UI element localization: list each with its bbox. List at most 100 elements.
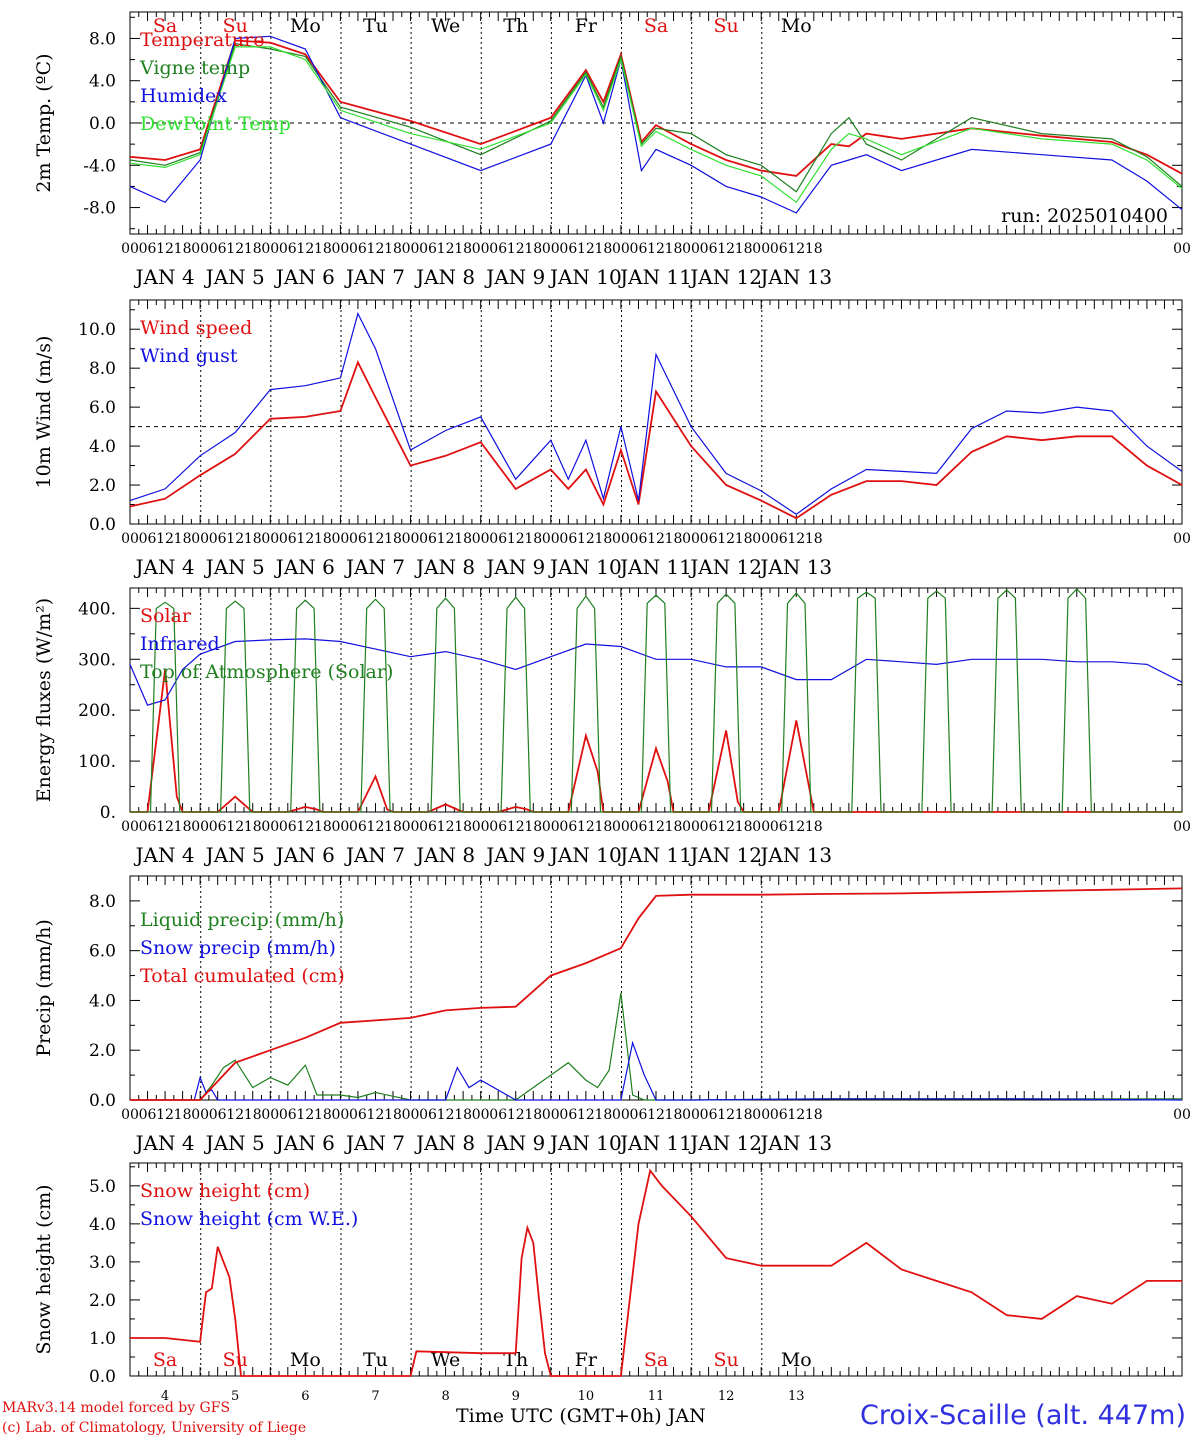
date-label: JAN 9 xyxy=(484,1131,545,1155)
date-label: JAN 9 xyxy=(484,265,545,289)
y-tick-label: 200. xyxy=(78,701,116,721)
hour-label: 00 xyxy=(121,531,139,547)
hour-label: 06 xyxy=(700,531,718,547)
y-tick-label: 8.0 xyxy=(89,29,116,49)
hour-label: 00 xyxy=(261,531,279,547)
hour-label: 00 xyxy=(1173,241,1191,257)
day-number-label: 9 xyxy=(512,1389,520,1404)
day-number-label: 7 xyxy=(371,1389,379,1404)
hour-label: 00 xyxy=(682,241,700,257)
date-label: JAN 12 xyxy=(688,1131,762,1155)
date-label: JAN 8 xyxy=(414,843,475,867)
hour-label: 00 xyxy=(752,241,770,257)
hour-label: 12 xyxy=(367,819,385,835)
date-label: JAN 12 xyxy=(688,265,762,289)
series-line xyxy=(129,311,1183,516)
y-tick-label: 6.0 xyxy=(89,398,116,418)
hour-label: 06 xyxy=(770,241,788,257)
hour-label: 12 xyxy=(507,241,525,257)
panel-5: 0.0 1.0 2.0 3.0 4.0 5.0 Snow height (cm) 4 5 6 7 8 9… xyxy=(33,1162,1183,1404)
legend-entry: Infrared xyxy=(140,633,220,655)
hour-label: 00 xyxy=(121,819,139,835)
date-label: JAN 5 xyxy=(204,1131,265,1155)
date-label: JAN 8 xyxy=(414,1131,475,1155)
hour-label: 12 xyxy=(787,1107,805,1123)
hour-label: 06 xyxy=(209,819,227,835)
date-label: JAN 6 xyxy=(274,1131,335,1155)
hour-label: 18 xyxy=(524,819,542,835)
y-axis-label: 2m Temp. (ºC) xyxy=(33,53,55,192)
hour-label: 12 xyxy=(437,241,455,257)
date-label: JAN 7 xyxy=(344,1131,405,1155)
hour-label: 12 xyxy=(647,531,665,547)
hour-label: 06 xyxy=(139,531,157,547)
hour-label: 12 xyxy=(717,241,735,257)
weekday-label: Sa xyxy=(153,15,177,37)
hour-label: 12 xyxy=(367,531,385,547)
day-number-label: 12 xyxy=(718,1389,735,1404)
hour-label: 18 xyxy=(665,1107,683,1123)
y-tick-label: 4.0 xyxy=(89,991,116,1011)
legend-entry: Liquid precip (mm/h) xyxy=(140,909,344,931)
hour-label: 06 xyxy=(770,819,788,835)
hour-label: 06 xyxy=(139,819,157,835)
hour-label: 00 xyxy=(682,1107,700,1123)
hour-label: 18 xyxy=(384,531,402,547)
series-line xyxy=(130,992,1182,1101)
y-tick-label: 10.0 xyxy=(78,320,116,340)
hour-label: 00 xyxy=(1173,1107,1191,1123)
hour-label: 18 xyxy=(244,241,262,257)
hour-label: 18 xyxy=(244,531,262,547)
hour-label: 06 xyxy=(349,241,367,257)
series-line xyxy=(130,1168,1182,1377)
y-tick-label: 8.0 xyxy=(89,359,116,379)
date-label: JAN 10 xyxy=(548,843,622,867)
hour-label: 12 xyxy=(577,531,595,547)
hour-label: 18 xyxy=(454,819,472,835)
y-tick-label: 0.0 xyxy=(89,515,116,535)
hour-label: 00 xyxy=(752,1107,770,1123)
hour-label: 18 xyxy=(174,531,192,547)
hour-label: 00 xyxy=(612,819,630,835)
hour-label: 18 xyxy=(665,531,683,547)
legend-entry: DewPoint Temp xyxy=(140,113,291,135)
hour-label: 00 xyxy=(191,241,209,257)
date-label: JAN 9 xyxy=(484,555,545,579)
date-label: JAN 13 xyxy=(758,1131,832,1155)
hour-label: 00 xyxy=(752,819,770,835)
y-tick-label: 0. xyxy=(100,803,116,823)
hour-label: 00 xyxy=(261,819,279,835)
legend-entry: Total cumulated (cm) xyxy=(140,965,345,987)
weekday-label: Th xyxy=(503,1349,528,1371)
hour-label: 06 xyxy=(209,531,227,547)
hour-label: 18 xyxy=(594,531,612,547)
hour-label: 12 xyxy=(296,531,314,547)
x-axis-title: Time UTC (GMT+0h) JAN xyxy=(456,1405,706,1427)
y-tick-label: 6.0 xyxy=(89,942,116,962)
hour-label: 18 xyxy=(174,819,192,835)
date-label: JAN 6 xyxy=(274,555,335,579)
hour-label: 12 xyxy=(156,241,174,257)
hour-label: 00 xyxy=(612,1107,630,1123)
day-number-label: 5 xyxy=(231,1389,239,1404)
panel-1: -8.0-4.00.04.08.02m Temp. (ºC)00 06 12 18JA… xyxy=(33,11,1191,289)
date-label: JAN 8 xyxy=(414,555,475,579)
weekday-label: Mo xyxy=(781,1349,812,1371)
y-axis-label: Energy fluxes (W/m²) xyxy=(33,598,55,802)
y-tick-label: 2.0 xyxy=(89,476,116,496)
date-label: JAN 7 xyxy=(344,555,405,579)
hour-label: 00 xyxy=(542,819,560,835)
weekday-label: Tu xyxy=(363,1349,388,1371)
hour-label: 18 xyxy=(594,1107,612,1123)
hour-label: 00 xyxy=(331,1107,349,1123)
hour-label: 18 xyxy=(524,241,542,257)
hour-label: 12 xyxy=(787,241,805,257)
hour-label: 18 xyxy=(174,1107,192,1123)
date-label: JAN 10 xyxy=(548,555,622,579)
hour-label: 06 xyxy=(630,819,648,835)
day-number-label: 10 xyxy=(578,1389,595,1404)
y-tick-label: 1.0 xyxy=(89,1329,116,1349)
y-tick-label: -8.0 xyxy=(83,199,116,219)
hour-label: 06 xyxy=(700,1107,718,1123)
